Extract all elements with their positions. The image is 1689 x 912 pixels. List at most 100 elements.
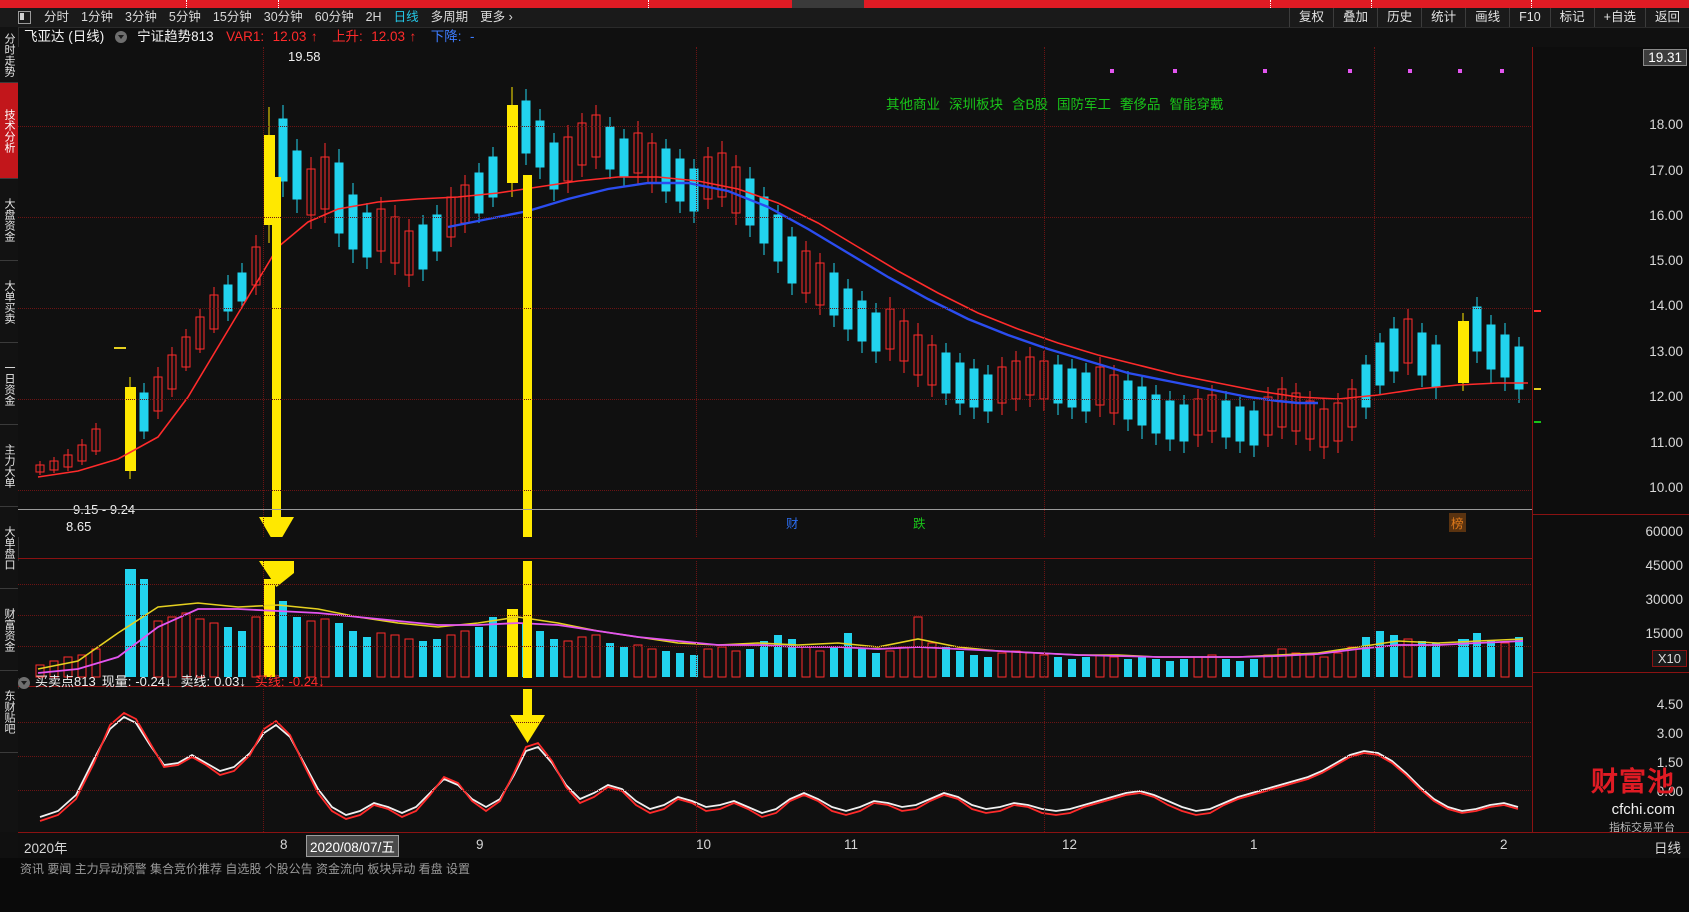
gridline-v — [263, 689, 264, 832]
period-tab-2[interactable]: 3分钟 — [124, 10, 157, 24]
signal-arrow-down-2 — [523, 175, 532, 537]
buy-line — [39, 711, 1519, 822]
toolbar-action-lishi[interactable]: 历史 — [1377, 8, 1421, 27]
signal-tick-300: 3.00 — [1656, 726, 1683, 741]
strip-divider — [648, 0, 649, 8]
period-tab-4[interactable]: 15分钟 — [212, 10, 252, 24]
toolbar-action-f10[interactable]: F10 — [1509, 8, 1550, 27]
low-price-annotation: 8.65 — [66, 519, 92, 534]
sector-tag-0[interactable]: 其他商业 — [886, 97, 940, 112]
toolbar-action-fuquan[interactable]: 复权 — [1289, 8, 1333, 27]
toolbar-action-huaxian[interactable]: 画线 — [1465, 8, 1509, 27]
toolbar-action-biaoji[interactable]: 标记 — [1549, 8, 1594, 27]
watermark-site: cfchi.com — [1611, 801, 1675, 818]
toolbar-action-back[interactable]: 返回 — [1644, 8, 1689, 27]
gridline-h — [18, 126, 1533, 127]
candlestick-svg — [35, 69, 1528, 537]
signal-tick-000: 0.00 — [1656, 784, 1683, 799]
window-title-strip — [0, 0, 1689, 8]
volume-chart-panel[interactable] — [18, 561, 1533, 678]
signal-tick-150: 1.50 — [1656, 755, 1683, 770]
period-tab-1[interactable]: 1分钟 — [81, 10, 113, 24]
period-tabs: 分时 1分钟 3分钟 5分钟 15分钟 30分钟 60分钟 2H 日线 多周期 … — [18, 8, 519, 27]
toolbar-action-tongji[interactable]: 统计 — [1421, 8, 1465, 27]
period-tab-5[interactable]: 30分钟 — [263, 10, 303, 24]
now-arrow-icon: ↓ — [164, 674, 172, 689]
axis-tick-yellow — [1534, 388, 1541, 390]
period-tab-8[interactable]: 日线 — [393, 10, 419, 24]
gridline-v — [1374, 689, 1375, 832]
sidebar-item-daily-funds[interactable]: 一日资金 — [0, 343, 18, 425]
market-tag-cai[interactable]: 财 — [786, 517, 799, 531]
strip-divider — [1531, 0, 1532, 8]
axis-divider-1 — [1533, 514, 1689, 515]
reference-line — [18, 509, 1533, 510]
ma-red-line — [37, 176, 1528, 478]
sector-tag-1[interactable]: 深圳板块 — [949, 97, 1003, 112]
date-label-4: 11 — [844, 837, 859, 852]
status-bar: 资讯 要闻 主力异动预警 集合竞价推荐 自选股 个股公告 资金流向 板块异动 看… — [0, 858, 1689, 912]
date-label-6: 1 — [1250, 837, 1258, 852]
strip-divider — [278, 0, 279, 8]
var1-value: 12.03 — [272, 29, 307, 44]
market-tag-die[interactable]: 跌 — [913, 517, 926, 531]
ma-blue-line — [447, 181, 1318, 405]
sidebar-item-market-funds[interactable]: 大盘资金 — [0, 179, 18, 261]
period-tab-6[interactable]: 60分钟 — [314, 10, 354, 24]
gridline-v — [696, 47, 697, 537]
axis-tick-red — [1534, 310, 1541, 312]
period-tab-more[interactable]: 更多 › — [480, 10, 513, 24]
watermark-logo: 财富池 — [1591, 767, 1675, 798]
signal-chart-panel[interactable] — [18, 689, 1533, 832]
rise-arrow-icon: ↑ — [409, 29, 417, 44]
date-label-1: 8 — [280, 837, 288, 852]
panel-divider — [18, 558, 1689, 559]
sidebar-item-block-trade[interactable]: 大单买卖 — [0, 261, 18, 343]
panel-icon[interactable] — [18, 11, 31, 24]
sidebar-item-forum[interactable]: 东财贴吧 — [0, 671, 18, 753]
gridline-h — [18, 756, 1533, 757]
toolbar-action-diejia[interactable]: 叠加 — [1333, 8, 1377, 27]
collapse-icon-signal[interactable] — [18, 676, 30, 689]
sidebar-item-order-book[interactable]: 大单盘口 — [0, 507, 18, 589]
toolbar-action-add-favorite[interactable]: +自选 — [1593, 8, 1645, 27]
window-tab-chip[interactable] — [792, 0, 864, 8]
sidebar-item-technical[interactable]: 技术分析 — [0, 83, 18, 179]
volume-tick-30000: 30000 — [1645, 592, 1683, 607]
axis-tick-green — [1534, 421, 1541, 423]
signal-tick-450: 4.50 — [1656, 697, 1683, 712]
gridline-v — [263, 47, 264, 537]
volume-tick-45000: 45000 — [1645, 558, 1683, 573]
signal-indicator-legend: 买卖点813 现量: -0.24↓ 卖线: 0.03↓ 买线: -0.24↓ — [18, 671, 325, 690]
stock-name-label: 飞亚达 (日线) — [24, 29, 105, 44]
buy-arrow-icon: ↓ — [318, 674, 325, 689]
date-label-0: 2020年 — [24, 841, 68, 856]
sidebar-item-fenshi[interactable]: 分时走势 — [0, 27, 18, 83]
sector-tag-5[interactable]: 智能穿戴 — [1169, 97, 1224, 112]
sidebar-item-wealth-funds[interactable]: 财富资金 — [0, 589, 18, 671]
chevron-down-icon[interactable] — [114, 31, 127, 43]
gridline-h — [18, 217, 1533, 218]
period-tab-0[interactable]: 分时 — [44, 10, 70, 24]
toolbar-actions: 复权 叠加 历史 统计 画线 F10 标记 +自选 返回 — [1289, 8, 1689, 27]
period-tab-9[interactable]: 多周期 — [430, 10, 469, 24]
price-chart-panel[interactable]: 19.58 9.15 - 9.24 8.65 其他商业 深圳板块 含B股 国防军工 奢侈… — [18, 47, 1533, 537]
date-axis[interactable]: 2020年 8 2020/08/07/五 9 10 11 12 1 2 日线 — [18, 832, 1689, 859]
period-tab-7[interactable]: 2H — [365, 10, 382, 24]
sector-tag-2[interactable]: 含B股 — [1012, 97, 1049, 112]
price-tick-10: 10.00 — [1649, 480, 1683, 495]
market-tag-bang[interactable]: 榜 — [1449, 513, 1466, 532]
date-label-3: 10 — [696, 837, 712, 852]
status-bar-text[interactable]: 资讯 要闻 主力异动预警 集合竞价推荐 自选股 个股公告 资金流向 板块异动 看… — [20, 862, 471, 876]
sector-tag-3[interactable]: 国防军工 — [1057, 97, 1112, 112]
fall-label: 下降: — [430, 29, 462, 44]
signal-arrow-down-1 — [259, 177, 294, 537]
price-tick-11: 11.00 — [1650, 435, 1683, 450]
period-tab-3[interactable]: 5分钟 — [168, 10, 201, 24]
volume-bars-svg — [35, 561, 1524, 678]
sidebar-item-main-orders[interactable]: 主力大单 — [0, 425, 18, 507]
sector-tag-4[interactable]: 奢侈品 — [1120, 97, 1161, 112]
gridline-v — [696, 689, 697, 832]
buy-line-value: -0.24 — [288, 674, 319, 689]
